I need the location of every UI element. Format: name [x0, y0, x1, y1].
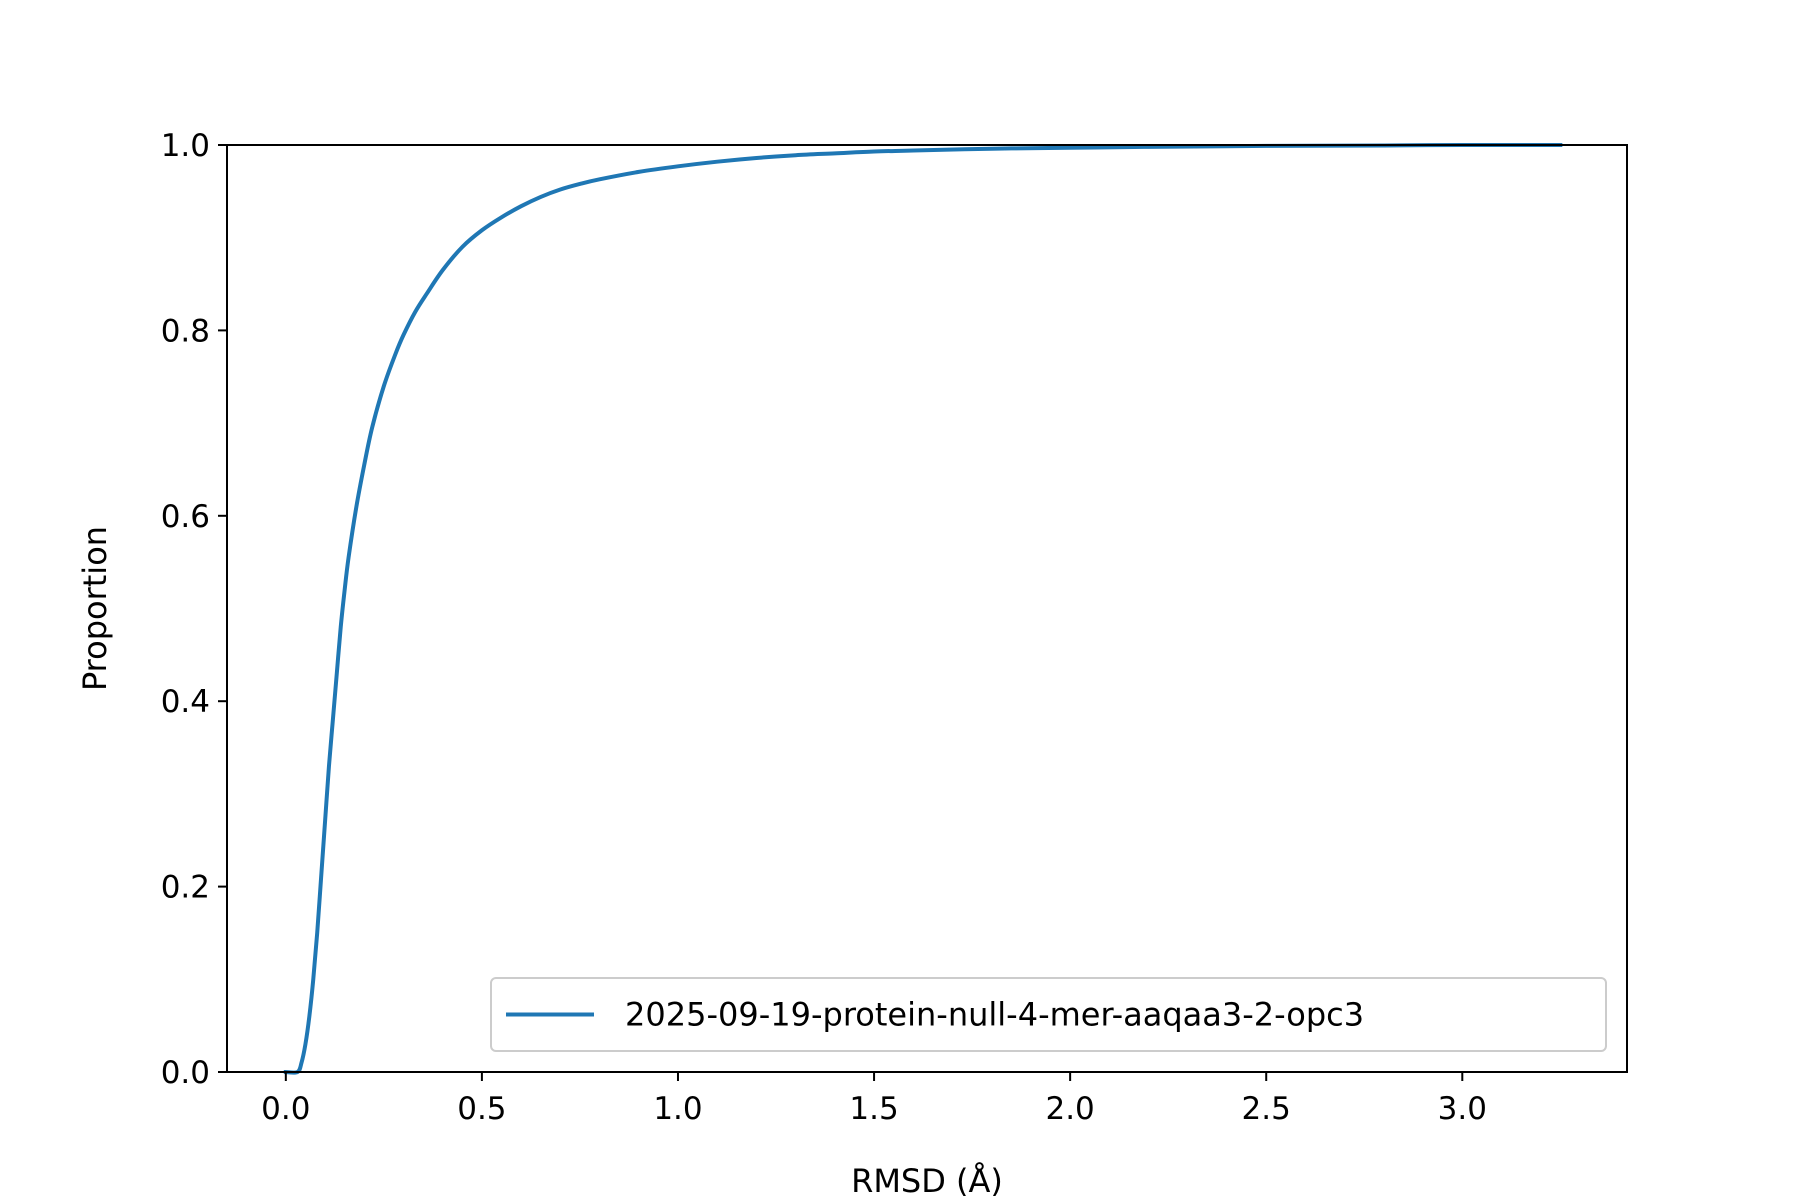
axes: 0.0 0.5 1.0 1.5 2.0 2.5 3.0 0.0 0.2 0.4 0.6 0.8 1.0… [76, 128, 1628, 1200]
y-tick-label: 0.0 [161, 1055, 210, 1091]
legend-box [490, 977, 1607, 1052]
y-tick-label: 1.0 [161, 128, 210, 164]
plot-area [283, 142, 1563, 1075]
legend: 2025-09-19-protein-null-4-mer-aaqaa3-2-o… [490, 977, 1607, 1052]
series-line [283, 142, 1563, 1075]
x-axis-ticks: 0.0 0.5 1.0 1.5 2.0 2.5 3.0 [261, 1072, 1487, 1127]
x-tick-label: 1.0 [653, 1091, 702, 1127]
y-tick-label: 0.6 [161, 499, 210, 535]
y-axis-ticks: 0.0 0.2 0.4 0.6 0.8 1.0 [161, 128, 227, 1091]
x-tick-label: 2.0 [1045, 1091, 1094, 1127]
x-tick-label: 3.0 [1438, 1091, 1487, 1127]
x-tick-label: 0.0 [261, 1091, 310, 1127]
x-tick-label: 0.5 [457, 1091, 506, 1127]
axes-frame [226, 144, 1628, 1073]
legend-entry-label: 2025-09-19-protein-null-4-mer-aaqaa3-2-o… [625, 996, 1364, 1034]
y-axis-label: Proportion [76, 526, 114, 691]
x-tick-label: 2.5 [1242, 1091, 1291, 1127]
x-axis-label: RMSD (Å) [851, 1162, 1003, 1200]
y-tick-label: 0.2 [161, 870, 210, 906]
y-tick-label: 0.8 [161, 313, 210, 349]
y-tick-label: 0.4 [161, 684, 210, 720]
x-tick-label: 1.5 [849, 1091, 898, 1127]
